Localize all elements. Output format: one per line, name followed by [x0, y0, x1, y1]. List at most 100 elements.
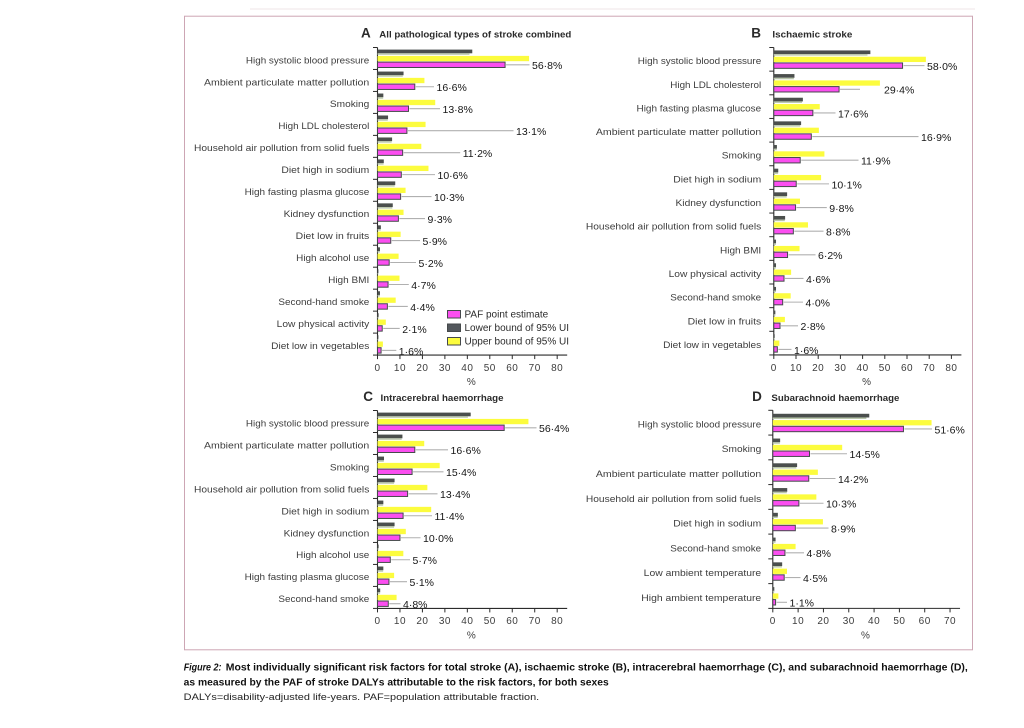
svg-text:%: %	[467, 630, 476, 641]
svg-text:15·4%: 15·4%	[446, 467, 476, 479]
svg-text:2·1%: 2·1%	[402, 324, 427, 336]
svg-text:0: 0	[770, 616, 776, 627]
svg-text:High fasting plasma glucose: High fasting plasma glucose	[245, 187, 370, 197]
svg-text:13·1%: 13·1%	[516, 126, 546, 138]
svg-text:High systolic blood pressure: High systolic blood pressure	[246, 55, 369, 65]
svg-text:20: 20	[812, 363, 824, 374]
svg-text:Ambient particulate matter pol: Ambient particulate matter pollution	[204, 440, 369, 450]
svg-text:50: 50	[893, 616, 905, 627]
svg-text:Smoking: Smoking	[330, 462, 369, 472]
svg-text:Ischaemic stroke: Ischaemic stroke	[772, 30, 852, 41]
svg-text:Diet low in vegetables: Diet low in vegetables	[663, 340, 761, 350]
svg-text:Second-hand smoke: Second-hand smoke	[278, 594, 369, 604]
svg-text:Figure 2:: Figure 2:	[184, 663, 222, 674]
svg-text:5·9%: 5·9%	[423, 236, 448, 248]
svg-text:Diet low in vegetables: Diet low in vegetables	[271, 341, 369, 351]
svg-text:58·0%: 58·0%	[927, 61, 957, 73]
svg-text:20: 20	[817, 616, 829, 627]
svg-text:20: 20	[416, 363, 428, 374]
svg-text:30: 30	[439, 363, 451, 374]
svg-text:4·7%: 4·7%	[411, 280, 436, 292]
svg-text:Low physical activity: Low physical activity	[669, 269, 762, 279]
svg-text:Ambient particulate matter pol: Ambient particulate matter pollution	[596, 469, 761, 479]
svg-text:High LDL cholesterol: High LDL cholesterol	[278, 121, 369, 131]
svg-text:40: 40	[857, 363, 869, 374]
svg-text:50: 50	[879, 363, 891, 374]
svg-text:40: 40	[868, 616, 880, 627]
svg-text:11·4%: 11·4%	[435, 511, 465, 523]
svg-text:4·4%: 4·4%	[410, 302, 435, 314]
svg-text:51·6%: 51·6%	[935, 424, 965, 436]
svg-text:D: D	[752, 389, 762, 404]
svg-text:11·9%: 11·9%	[861, 156, 891, 168]
svg-text:8·8%: 8·8%	[826, 227, 851, 239]
svg-text:8·9%: 8·9%	[831, 523, 856, 535]
svg-text:Diet high in sodium: Diet high in sodium	[673, 174, 761, 184]
svg-text:Subarachnoid haemorrhage: Subarachnoid haemorrhage	[771, 393, 899, 404]
svg-text:Diet high in sodium: Diet high in sodium	[281, 165, 369, 175]
svg-text:Smoking: Smoking	[330, 99, 369, 109]
svg-text:13·8%: 13·8%	[443, 104, 473, 116]
svg-text:Low ambient temperature: Low ambient temperature	[644, 568, 762, 578]
svg-text:5·2%: 5·2%	[419, 258, 444, 270]
svg-text:Diet low in fruits: Diet low in fruits	[296, 231, 370, 241]
svg-text:High fasting plasma glucose: High fasting plasma glucose	[245, 572, 370, 582]
svg-text:70: 70	[923, 363, 935, 374]
svg-text:0: 0	[374, 616, 380, 627]
svg-text:C: C	[363, 389, 373, 404]
svg-text:6·2%: 6·2%	[818, 250, 843, 262]
svg-text:1·6%: 1·6%	[794, 345, 819, 357]
svg-text:0: 0	[374, 363, 380, 374]
svg-text:Ambient particulate matter pol: Ambient particulate matter pollution	[204, 77, 369, 87]
svg-text:1·1%: 1·1%	[790, 598, 815, 610]
svg-text:30: 30	[439, 616, 451, 627]
svg-text:Diet high in sodium: Diet high in sodium	[673, 519, 761, 529]
svg-text:50: 50	[484, 363, 496, 374]
svg-text:60: 60	[901, 363, 913, 374]
svg-text:%: %	[862, 377, 871, 388]
svg-text:11·2%: 11·2%	[463, 148, 493, 160]
svg-text:5·1%: 5·1%	[410, 577, 435, 589]
svg-text:20: 20	[416, 616, 428, 627]
svg-text:9·8%: 9·8%	[829, 203, 854, 215]
svg-text:10·1%: 10·1%	[832, 179, 862, 191]
svg-text:10·6%: 10·6%	[438, 170, 468, 182]
svg-text:%: %	[861, 630, 870, 641]
svg-text:High alcohol use: High alcohol use	[296, 253, 369, 263]
svg-text:High BMI: High BMI	[720, 245, 761, 255]
svg-text:DALYs=disability-adjusted life: DALYs=disability-adjusted life-years. PA…	[184, 692, 540, 703]
svg-text:High alcohol use: High alcohol use	[296, 550, 369, 560]
svg-text:60: 60	[919, 616, 931, 627]
svg-text:PAF point estimate: PAF point estimate	[465, 310, 549, 321]
svg-text:High BMI: High BMI	[328, 275, 369, 285]
svg-text:14·2%: 14·2%	[838, 474, 868, 486]
svg-text:50: 50	[484, 616, 496, 627]
svg-text:10: 10	[790, 363, 802, 374]
svg-text:1·6%: 1·6%	[399, 346, 424, 358]
svg-text:Most individually significant: Most individually significant risk facto…	[226, 663, 968, 674]
svg-text:10: 10	[394, 616, 406, 627]
svg-text:60: 60	[506, 363, 518, 374]
svg-text:Household air pollution from s: Household air pollution from solid fuels	[194, 143, 370, 153]
svg-text:16·6%: 16·6%	[437, 82, 467, 94]
svg-text:70: 70	[529, 616, 541, 627]
svg-text:Household air pollution from s: Household air pollution from solid fuels	[194, 484, 370, 494]
svg-text:2·8%: 2·8%	[801, 321, 826, 333]
svg-text:80: 80	[945, 363, 957, 374]
svg-text:High systolic blood pressure: High systolic blood pressure	[638, 419, 761, 429]
svg-text:10·3%: 10·3%	[826, 499, 856, 511]
svg-text:9·3%: 9·3%	[428, 214, 453, 226]
svg-text:5·7%: 5·7%	[413, 555, 438, 567]
svg-text:16·9%: 16·9%	[921, 132, 951, 144]
svg-text:Ambient particulate matter pol: Ambient particulate matter pollution	[596, 127, 761, 137]
svg-text:All pathological types of stro: All pathological types of stroke combine…	[379, 30, 571, 41]
svg-text:14·5%: 14·5%	[850, 449, 880, 461]
svg-text:30: 30	[834, 363, 846, 374]
svg-text:4·0%: 4·0%	[806, 298, 831, 310]
svg-text:High systolic blood pressure: High systolic blood pressure	[246, 418, 369, 428]
svg-text:B: B	[751, 26, 761, 41]
svg-text:10·0%: 10·0%	[423, 533, 453, 545]
svg-text:Second-hand smoke: Second-hand smoke	[278, 297, 369, 307]
svg-text:70: 70	[529, 363, 541, 374]
svg-text:4·5%: 4·5%	[803, 573, 828, 585]
